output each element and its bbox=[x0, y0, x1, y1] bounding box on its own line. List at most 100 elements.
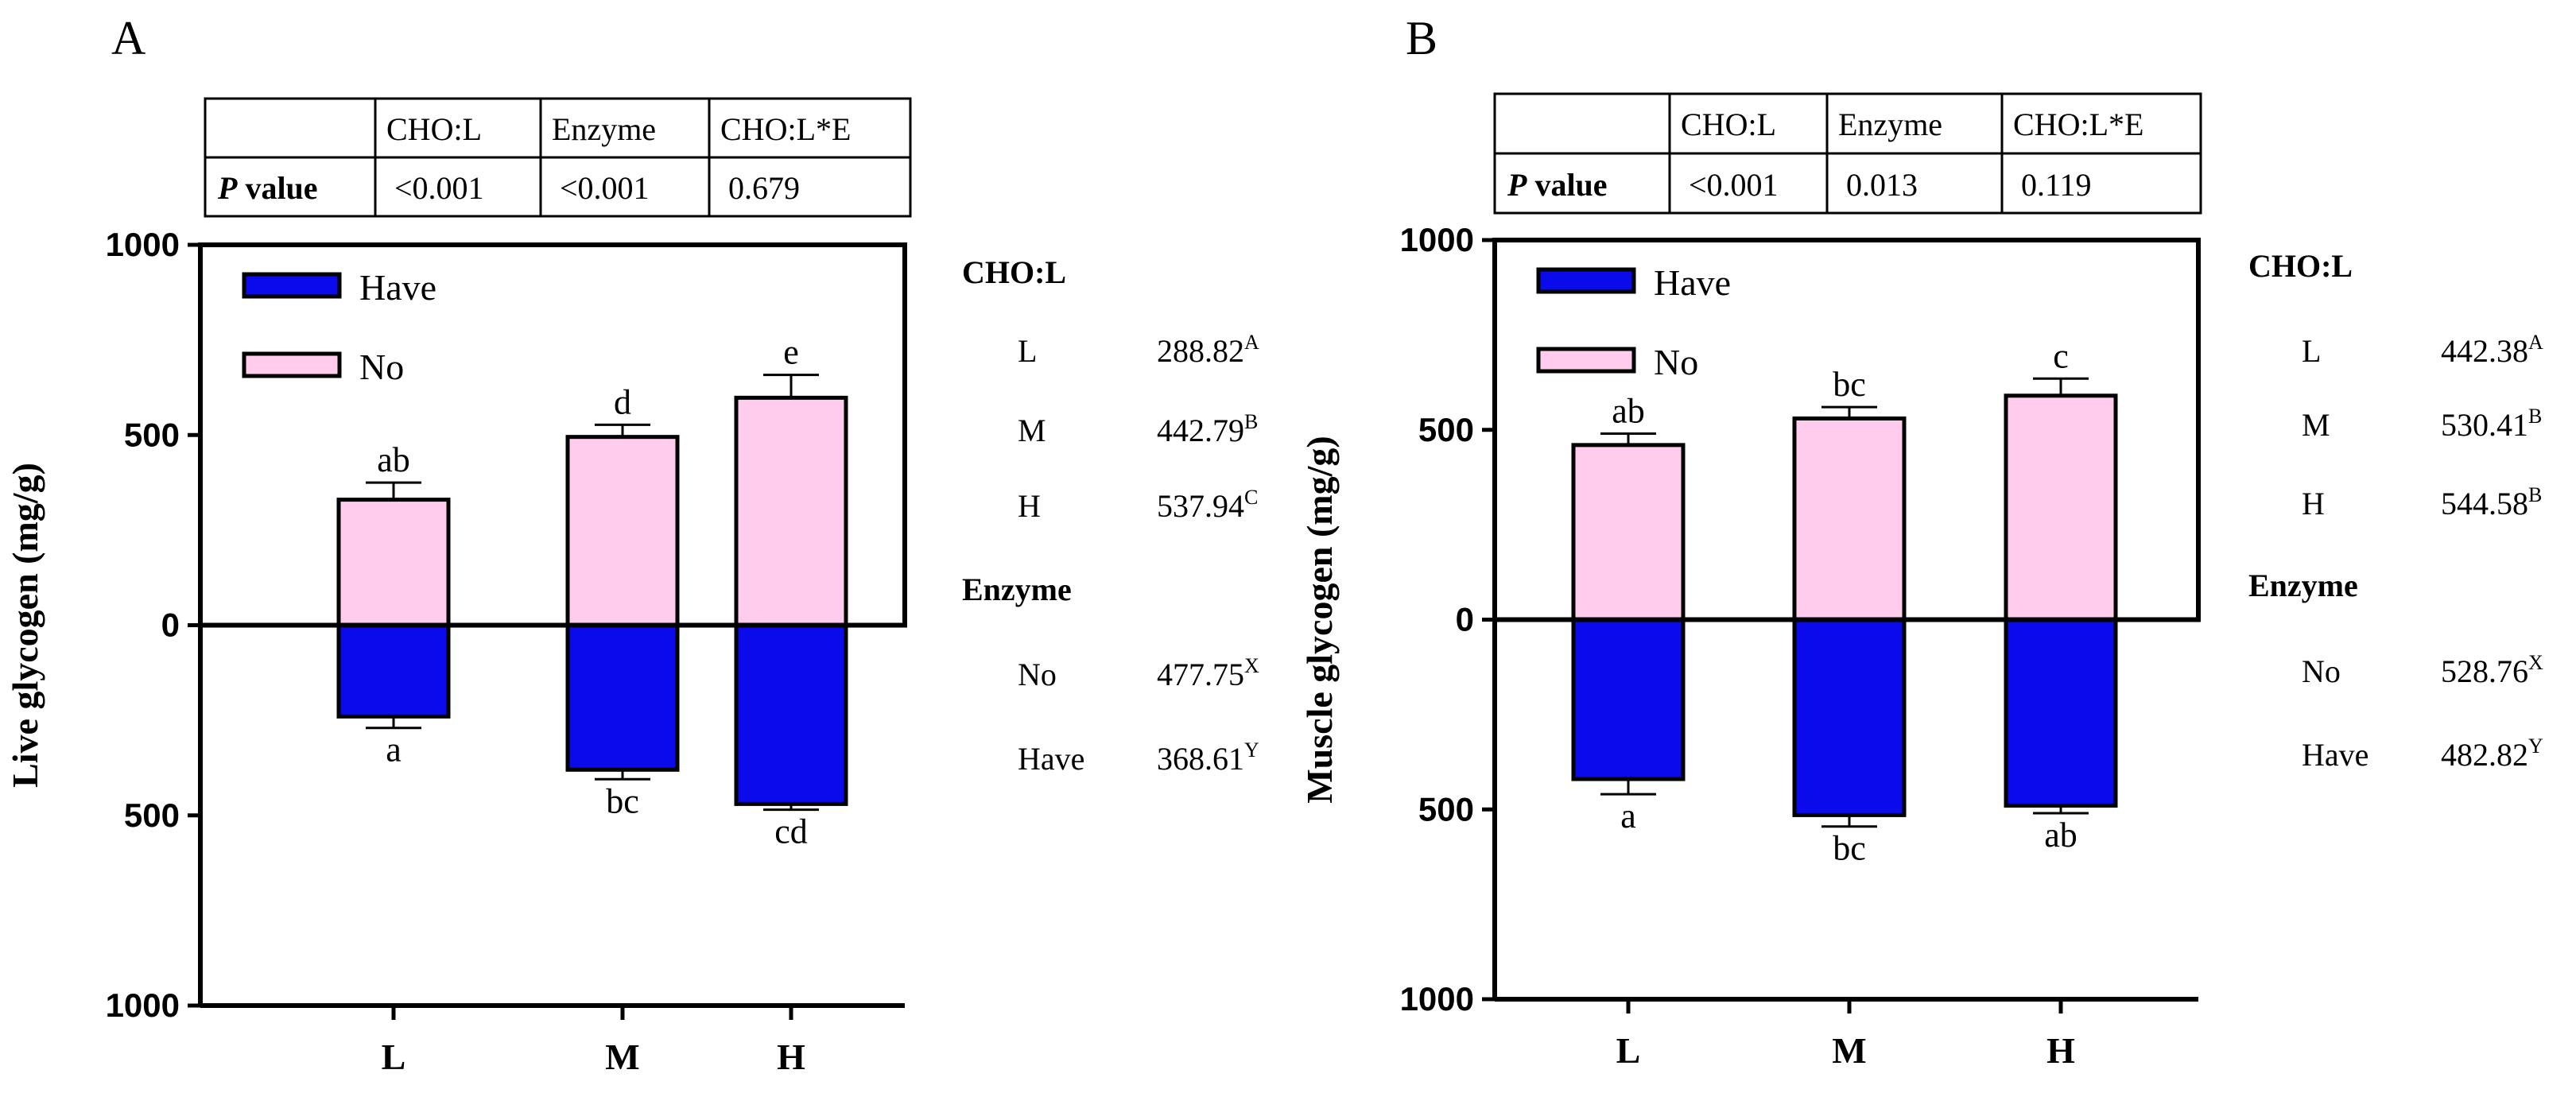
cho-value-superscript: B bbox=[2528, 405, 2542, 428]
enzyme-title: Enzyme bbox=[2248, 568, 2358, 603]
bar-have-L bbox=[1571, 618, 1686, 781]
enzyme-value: 482.82Y bbox=[2441, 734, 2543, 773]
legend-swatch-have bbox=[242, 272, 342, 299]
enzyme-value: 528.76X bbox=[2441, 651, 2543, 689]
enzyme-value-number: 528.76 bbox=[2441, 653, 2528, 689]
cho-value-number: 537.94 bbox=[1157, 488, 1244, 524]
y-tick-label: 1000 bbox=[1400, 980, 1474, 1017]
cho-value-superscript: A bbox=[2528, 331, 2543, 354]
cho-label: H bbox=[2302, 486, 2325, 521]
significance-letter: ab bbox=[2044, 816, 2077, 855]
cho-value-number: 442.79 bbox=[1157, 413, 1244, 448]
bars: ab d e a bc cd bbox=[336, 333, 848, 851]
cho-value-superscript: B bbox=[1244, 410, 1258, 433]
bar-have-H bbox=[2004, 618, 2118, 808]
legend-label: No bbox=[359, 347, 404, 387]
y-axis-label: Muscle glycogen (mg/g) bbox=[1299, 436, 1340, 803]
table-row-label-rest: value bbox=[1527, 167, 1607, 203]
significance-letter: bc bbox=[606, 781, 639, 820]
table-header-cell: Enzyme bbox=[1838, 107, 1942, 142]
cho-value-superscript: A bbox=[1244, 331, 1259, 354]
table-header-cell: CHO:L*E bbox=[720, 111, 851, 147]
cho-label: M bbox=[2302, 407, 2330, 443]
cho-value: 530.41B bbox=[2441, 405, 2542, 443]
significance-letter: a bbox=[386, 731, 402, 769]
panel-label: B bbox=[1406, 12, 1437, 64]
panel-B: B CHO:L Enzyme CHO:L*E P value <0.001 0.013 0.1… bbox=[1299, 12, 2543, 1071]
cho-value: 537.94C bbox=[1157, 486, 1258, 524]
table-header-cell: CHO:L*E bbox=[2013, 107, 2143, 142]
y-tick-label: 1000 bbox=[106, 986, 180, 1024]
enzyme-value: 368.61Y bbox=[1157, 738, 1259, 777]
legend-label: Have bbox=[359, 267, 436, 308]
enzyme-value-superscript: X bbox=[1244, 654, 1259, 677]
cho-value-superscript: B bbox=[2528, 483, 2542, 506]
table-value-cell: 0.679 bbox=[728, 170, 800, 206]
x-tick-label: M bbox=[1832, 1030, 1866, 1071]
enzyme-label: Have bbox=[1018, 741, 1084, 777]
legend-label: Have bbox=[1654, 262, 1731, 303]
enzyme-value-superscript: X bbox=[2528, 651, 2543, 674]
enzyme-title: Enzyme bbox=[962, 572, 1072, 607]
significance-letter: ab bbox=[377, 440, 410, 479]
cho-label: M bbox=[1018, 413, 1046, 448]
means-annotation: CHO:L L 288.82A M 442.79B H 537.94C Enzyme No 477… bbox=[962, 254, 1259, 777]
cho-value: 442.38A bbox=[2441, 331, 2543, 369]
table-row-label-rest: value bbox=[237, 170, 317, 206]
bar-no-M bbox=[1792, 416, 1907, 622]
panel-label: A bbox=[111, 12, 145, 64]
legend-swatch-have bbox=[1536, 267, 1636, 294]
table-value-cell: 0.013 bbox=[1846, 167, 1918, 203]
y-tick-label: 1000 bbox=[106, 226, 180, 263]
significance-letter: ab bbox=[1612, 392, 1645, 431]
table-value-cell: 0.119 bbox=[2021, 167, 2092, 203]
table-value-cell: <0.001 bbox=[394, 170, 484, 206]
enzyme-value: 477.75X bbox=[1157, 654, 1259, 692]
cho-label: H bbox=[1018, 488, 1041, 524]
bar-no-H bbox=[734, 395, 848, 627]
cho-value-number: 442.38 bbox=[2441, 333, 2528, 369]
cho-label: L bbox=[2302, 333, 2321, 369]
y-tick-label: 1000 bbox=[1400, 221, 1474, 258]
table-header-cell: CHO:L bbox=[1681, 107, 1776, 142]
y-tick-label: 500 bbox=[1418, 411, 1474, 448]
panel-A: A CHO:L Enzyme CHO:L*E P value <0.001 <0.001 0.… bbox=[5, 12, 1259, 1077]
x-tick-label: H bbox=[2046, 1030, 2075, 1071]
cho-value-superscript: C bbox=[1244, 486, 1258, 509]
enzyme-value-number: 482.82 bbox=[2441, 737, 2528, 773]
significance-letter: bc bbox=[1833, 365, 1866, 404]
table-value-cell: <0.001 bbox=[1689, 167, 1779, 203]
enzyme-label: Have bbox=[2302, 737, 2368, 773]
enzyme-value-number: 368.61 bbox=[1157, 741, 1244, 777]
cho-value: 544.58B bbox=[2441, 483, 2542, 521]
x-tick-label: H bbox=[777, 1037, 805, 1077]
bar-no-L bbox=[1571, 443, 1686, 622]
cho-value: 288.82A bbox=[1157, 331, 1259, 369]
significance-letter: a bbox=[1620, 796, 1636, 835]
legend-label: No bbox=[1654, 342, 1698, 382]
table-header-cell: CHO:L bbox=[386, 111, 482, 147]
enzyme-label: No bbox=[2302, 653, 2341, 689]
table-header-cell: Enzyme bbox=[552, 111, 656, 147]
pvalue-table: CHO:L Enzyme CHO:L*E P value <0.001 0.013 0.11… bbox=[1493, 92, 2202, 215]
table-row-label: P value bbox=[1507, 167, 1608, 203]
x-tick-label: M bbox=[605, 1037, 639, 1077]
cho-value: 442.79B bbox=[1157, 410, 1258, 448]
significance-letter: bc bbox=[1833, 829, 1866, 868]
significance-letter: c bbox=[2053, 336, 2069, 375]
y-tick-label: 0 bbox=[161, 607, 180, 644]
bars: ab bc c a bc ab bbox=[1571, 336, 2118, 868]
significance-letter: e bbox=[783, 333, 799, 372]
legend-swatch-no bbox=[1536, 347, 1636, 374]
y-tick-label: 500 bbox=[1418, 790, 1474, 828]
significance-letter: d bbox=[614, 382, 631, 421]
legend: Have No bbox=[242, 267, 436, 387]
cho-value-number: 530.41 bbox=[2441, 407, 2528, 443]
enzyme-value-number: 477.75 bbox=[1157, 657, 1244, 692]
cho-value-number: 288.82 bbox=[1157, 333, 1244, 369]
bar-no-H bbox=[2004, 393, 2118, 622]
table-row-label-p: P bbox=[217, 170, 238, 206]
cho-title: CHO:L bbox=[2248, 248, 2353, 284]
